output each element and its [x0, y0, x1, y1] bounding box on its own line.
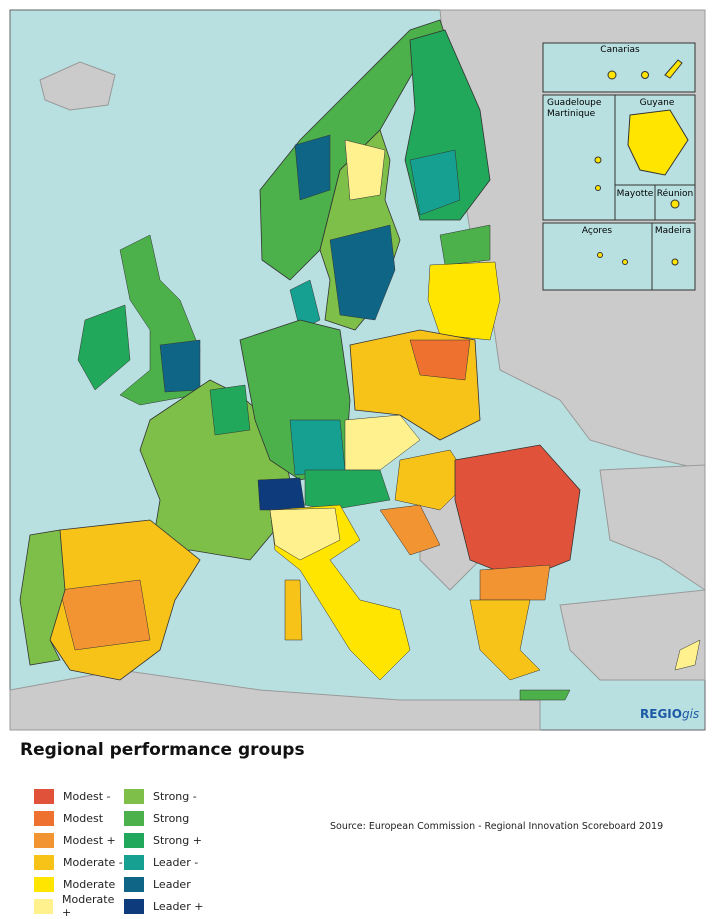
inset-label: Canarias — [600, 45, 640, 55]
region — [329, 224, 396, 321]
legend-item: Moderate + — [34, 893, 124, 919]
region — [409, 149, 461, 216]
legend-label: Strong - — [153, 789, 197, 803]
martinique — [595, 185, 601, 191]
ireland — [77, 304, 131, 391]
legend-swatch — [124, 898, 144, 914]
legend-label: Modest + — [63, 833, 116, 847]
sardinia — [284, 579, 303, 641]
region — [159, 339, 201, 393]
north-italy — [269, 507, 341, 561]
madeira — [671, 258, 679, 266]
region — [209, 384, 251, 436]
reunion — [670, 199, 680, 209]
legend-item: Strong - — [124, 786, 224, 806]
legend-label: Modest — [63, 811, 104, 825]
legend-item: Modest + — [34, 830, 124, 850]
legend-item: Strong + — [124, 830, 224, 850]
caucasus — [599, 464, 706, 591]
legend-swatch — [124, 876, 144, 892]
crete — [519, 689, 571, 701]
region — [294, 134, 331, 201]
source: Source: European Commission - Regional I… — [330, 821, 664, 832]
guyane — [627, 109, 689, 176]
legend: Modest - Modest Modest + Moderate - Moderate… — [34, 786, 274, 919]
legend-title: Regional performance groups — [20, 740, 305, 760]
legend-item: Modest — [34, 808, 124, 828]
greece — [469, 599, 541, 681]
legend-swatch — [124, 854, 144, 870]
inset-label: Guyane — [640, 98, 675, 108]
legend-swatch — [34, 832, 54, 848]
canarias — [607, 70, 617, 80]
region — [409, 339, 471, 381]
legend-item: Leader - — [124, 852, 224, 872]
legend-label: Moderate — [63, 877, 116, 891]
acores — [622, 259, 628, 265]
region — [59, 579, 151, 651]
legend-item: Leader — [124, 874, 224, 894]
legend-label: Strong + — [153, 833, 202, 847]
legend-item: Moderate — [34, 874, 124, 894]
austria — [304, 469, 391, 511]
legend-swatch — [34, 854, 54, 870]
guadeloupe — [594, 156, 602, 164]
legend-label: Leader — [153, 877, 191, 891]
legend-item: Strong — [124, 808, 224, 828]
legend-label: Moderate + — [62, 893, 115, 919]
legend-swatch — [124, 832, 144, 848]
canarias — [641, 71, 649, 79]
legend-swatch — [34, 876, 54, 892]
legend-item: Modest - — [34, 786, 124, 806]
denmark — [289, 279, 321, 331]
canarias — [664, 59, 683, 79]
baltics — [427, 261, 501, 341]
bulgaria — [479, 564, 551, 601]
region — [344, 139, 386, 201]
legend-swatch — [34, 810, 54, 826]
region — [289, 419, 346, 476]
portugal — [19, 529, 66, 666]
inset-label: Açores — [582, 226, 612, 236]
czechia — [344, 414, 421, 471]
legend-label: Leader + — [153, 899, 204, 913]
inset-label: Réunion — [657, 188, 694, 199]
inset-box — [542, 42, 696, 93]
inset-label: Madeira — [655, 226, 691, 236]
legend-label: Moderate - — [63, 855, 123, 869]
inset-label: Guadeloupe — [547, 98, 602, 108]
map: Canarias Guadeloupe Martinique Guyane Ma… — [9, 9, 706, 731]
legend-item: Moderate - — [34, 852, 124, 872]
inset-box — [542, 222, 696, 291]
inset-label: Martinique — [547, 109, 596, 119]
legend-label: Strong — [153, 811, 190, 825]
legend-label: Leader - — [153, 855, 199, 869]
switzerland — [257, 477, 306, 511]
acores — [597, 252, 603, 258]
brand: REGIOgis — [640, 707, 699, 721]
cyprus — [674, 639, 701, 671]
legend-swatch — [34, 788, 54, 804]
iceland — [39, 61, 116, 111]
brand-regio: REGIO — [640, 707, 682, 721]
legend-item: Leader + — [124, 896, 224, 916]
legend-swatch — [124, 788, 144, 804]
legend-label: Modest - — [63, 789, 111, 803]
inset-label: Mayotte — [617, 189, 654, 199]
africa — [9, 669, 541, 731]
brand-gis: gis — [682, 707, 699, 721]
croatia — [379, 504, 441, 556]
estonia — [439, 224, 491, 266]
legend-swatch — [124, 810, 144, 826]
legend-swatch — [34, 898, 54, 914]
turkey — [559, 589, 706, 681]
